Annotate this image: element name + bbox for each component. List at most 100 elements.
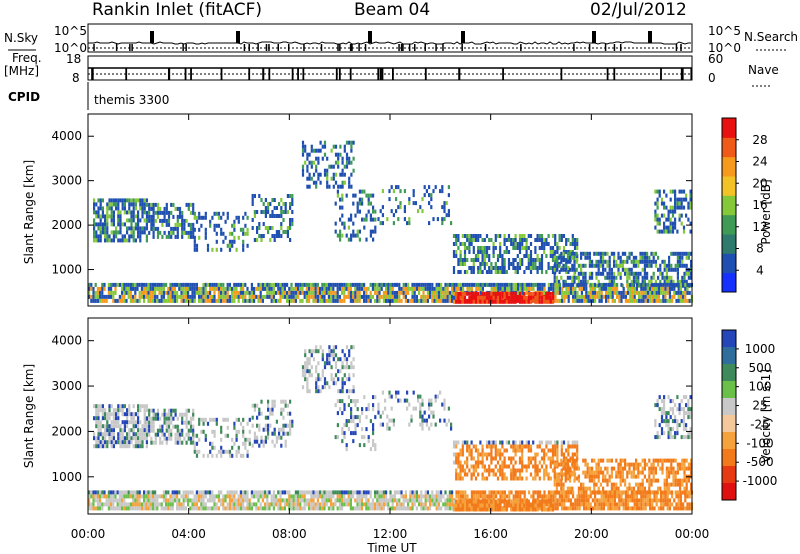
heatmap-cell xyxy=(213,298,216,303)
heatmap-cell xyxy=(147,294,150,299)
heatmap-cell xyxy=(115,202,118,207)
heatmap-cell xyxy=(534,472,537,477)
heatmap-cell xyxy=(134,206,137,211)
heatmap-cell xyxy=(292,502,295,507)
heatmap-cell xyxy=(220,490,223,495)
heatmap-cell xyxy=(107,282,110,287)
heatmap-cell xyxy=(206,498,209,503)
heatmap-cell xyxy=(174,424,177,429)
heatmap-cell xyxy=(412,406,415,411)
heatmap-cell xyxy=(551,452,555,457)
heatmap-cell xyxy=(393,294,396,299)
heatmap-cell xyxy=(132,444,135,449)
heatmap-cell xyxy=(345,490,348,495)
heatmap-cell xyxy=(347,498,350,503)
heatmap-cell xyxy=(202,417,205,422)
heatmap-cell xyxy=(215,421,218,426)
heatmap-cell xyxy=(428,221,431,226)
heatmap-cell xyxy=(316,286,319,291)
heatmap-cell xyxy=(90,282,93,287)
heatmap-cell xyxy=(499,266,502,270)
heatmap-cell xyxy=(374,229,377,234)
heatmap-cell xyxy=(321,502,324,507)
heatmap-cell xyxy=(408,217,411,222)
heatmap-cell xyxy=(361,197,364,202)
heatmap-cell xyxy=(286,282,289,287)
heatmap-cell xyxy=(562,267,565,272)
heatmap-cell xyxy=(641,466,644,471)
heatmap-cell xyxy=(237,290,240,295)
heatmap-cell xyxy=(308,184,311,189)
heatmap-cell xyxy=(242,490,245,495)
colorbar-segment xyxy=(722,137,736,158)
heatmap-cell xyxy=(187,298,190,303)
heatmap-cell xyxy=(527,254,530,258)
heatmap-cell xyxy=(183,436,186,441)
heatmap-cell xyxy=(660,298,663,303)
heatmap-cell xyxy=(108,206,111,211)
heatmap-cell xyxy=(667,217,670,222)
heatmap-cell xyxy=(202,294,205,299)
heatmap-cell xyxy=(152,424,155,429)
heatmap-cell xyxy=(267,423,270,428)
heatmap-cell xyxy=(532,282,535,287)
heatmap-cell xyxy=(222,506,225,511)
heatmap-cell xyxy=(387,290,390,295)
heatmap-cell xyxy=(187,230,190,235)
heatmap-cell xyxy=(294,498,297,503)
heatmap-cell xyxy=(128,412,131,417)
heatmap-cell xyxy=(148,432,151,437)
heatmap-cell xyxy=(253,286,256,291)
heatmap-cell xyxy=(306,156,309,161)
heatmap-cell xyxy=(440,282,443,287)
heatmap-cell xyxy=(551,299,555,304)
heatmap-cell xyxy=(156,416,160,421)
heatmap-cell xyxy=(680,197,683,202)
heatmap-cell xyxy=(343,290,346,295)
heatmap-cell xyxy=(613,282,616,287)
heatmap-cell xyxy=(569,282,572,287)
heatmap-cell xyxy=(639,259,642,264)
heatmap-cell xyxy=(275,206,278,210)
heatmap-cell xyxy=(173,298,176,303)
heatmap-cell xyxy=(538,246,541,250)
heatmap-cell xyxy=(365,213,368,218)
heatmap-cell xyxy=(128,198,131,203)
heatmap-cell xyxy=(435,286,438,291)
heatmap-cell xyxy=(369,213,372,218)
heatmap-cell xyxy=(319,172,322,177)
heatmap-cell xyxy=(648,458,651,463)
heatmap-cell xyxy=(447,213,450,218)
heatmap-cell xyxy=(598,294,601,299)
heatmap-cell xyxy=(143,282,146,287)
heatmap-cell xyxy=(379,422,382,427)
colorbar-segment xyxy=(722,176,736,196)
heatmap-cell xyxy=(354,282,357,287)
heatmap-cell xyxy=(117,214,120,219)
heatmap-cell xyxy=(121,420,124,425)
heatmap-cell xyxy=(345,502,348,507)
heatmap-cell xyxy=(268,290,271,295)
heatmap-cell xyxy=(555,462,558,467)
heatmap-cell xyxy=(580,286,583,291)
heatmap-cell xyxy=(352,431,355,436)
heatmap-cell xyxy=(652,466,655,471)
heatmap-cell xyxy=(101,412,104,417)
heatmap-cell xyxy=(90,294,93,299)
heatmap-cell xyxy=(642,286,645,291)
heatmap-cell xyxy=(453,282,456,287)
heatmap-cell xyxy=(553,482,556,487)
heatmap-cell xyxy=(545,295,548,300)
heatmap-cell xyxy=(669,209,672,214)
heatmap-cell xyxy=(433,298,436,303)
heatmap-cell xyxy=(649,286,652,291)
heatmap-cell xyxy=(641,470,644,475)
heatmap-cell xyxy=(143,424,146,429)
heatmap-cell xyxy=(571,263,574,268)
heatmap-cell xyxy=(657,286,660,291)
heatmap-cell xyxy=(518,246,522,250)
heatmap-cell xyxy=(352,373,355,378)
heatmap-cell xyxy=(618,294,621,299)
heatmap-cell xyxy=(137,226,140,231)
heatmap-cell xyxy=(488,468,491,473)
